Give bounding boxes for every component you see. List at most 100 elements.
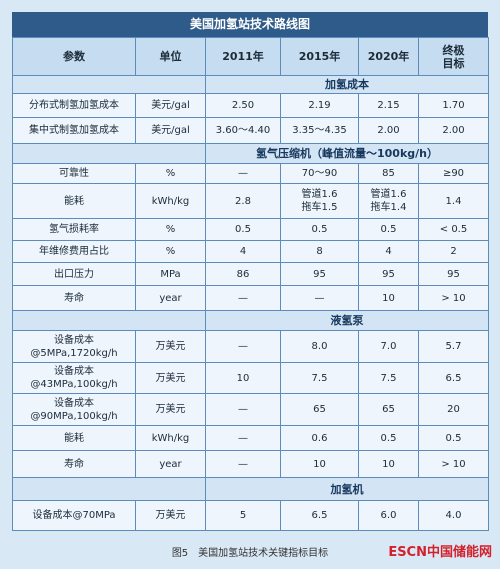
data-row: 可靠性% —70～90 85 ≥90 [12, 163, 489, 184]
section-row: 加氢成本 [12, 75, 489, 94]
cell: 65 [280, 393, 359, 426]
cell: 0.5 [358, 425, 419, 451]
cell: 万美元 [135, 330, 206, 363]
cell: 万美元 [135, 500, 206, 531]
cell: 95 [280, 262, 359, 286]
cell: ≥90 [418, 163, 489, 184]
cell: 3.60～4.40 [205, 117, 281, 144]
cell: 美元/gal [135, 93, 206, 118]
cell: 6.0 [358, 500, 419, 531]
cell: % [135, 163, 206, 184]
section-title: 氢气压缩机（峰值流量～100kg/h） [205, 143, 489, 164]
header-cell: 终极 目标 [418, 37, 489, 76]
cell: 美元/gal [135, 117, 206, 144]
cell: 7.0 [358, 330, 419, 363]
cell: 10 [358, 450, 419, 478]
cell: 2 [418, 240, 489, 263]
cell: 5.7 [418, 330, 489, 363]
cell: 寿命 [12, 450, 136, 478]
cell: kWh/kg [135, 183, 206, 219]
section-title: 液氢泵 [205, 310, 489, 331]
data-row: 设备成本 @5MPa,1720kg/h 万美元 —8.0 7.0 5.7 [12, 330, 489, 363]
cell: % [135, 240, 206, 263]
cell: 0.5 [418, 425, 489, 451]
cell: 65 [358, 393, 419, 426]
cell: 70～90 [280, 163, 359, 184]
data-row: 集中式制氢加氢成本 美元/gal 3.60～4.40 3.35～4.35 2.00 2.0… [12, 117, 489, 144]
cell: 2.00 [358, 117, 419, 144]
cell: 万美元 [135, 362, 206, 394]
cell: 4 [205, 240, 281, 263]
header-cell: 2020年 [358, 37, 419, 76]
header-cell: 参数 [12, 37, 136, 76]
cell: 2.19 [280, 93, 359, 118]
cell: > 10 [418, 450, 489, 478]
cell: > 10 [418, 285, 489, 311]
cell: 出口压力 [12, 262, 136, 286]
cell: 2.8 [205, 183, 281, 219]
cell: 85 [358, 163, 419, 184]
cell: 年维修费用占比 [12, 240, 136, 263]
cell: 可靠性 [12, 163, 136, 184]
cell: 7.5 [280, 362, 359, 394]
header-cell: 2011年 [205, 37, 281, 76]
cell: 能耗 [12, 425, 136, 451]
table-wrap: 美国加氢站技术路线图 参数 单位 2011年 2015年 2020年 终极 目标 加氢成本分… [12, 12, 489, 531]
cell: 1.70 [418, 93, 489, 118]
cell: < 0.5 [418, 218, 489, 241]
cell: 0.5 [205, 218, 281, 241]
data-row: 设备成本@70MPa 万美元 5 6.5 6.0 4.0 [12, 500, 489, 531]
logo-text: 中国储能网 [426, 545, 492, 560]
cell: 10 [205, 362, 281, 394]
cell: 设备成本 @90MPa,100kg/h [12, 393, 136, 426]
cell: 6.5 [280, 500, 359, 531]
data-row: 氢气损耗率% 0.5 0.5 0.5 < 0.5 [12, 218, 489, 241]
data-row: 分布式制氢加氢成本 美元/gal 2.50 2.19 2.15 1.70 [12, 93, 489, 118]
cell: 寿命 [12, 285, 136, 311]
cell: % [135, 218, 206, 241]
cell: 10 [358, 285, 419, 311]
section-row: 液氢泵 [12, 310, 489, 331]
header-row: 参数 单位 2011年 2015年 2020年 终极 目标 [12, 37, 489, 76]
cell: 8.0 [280, 330, 359, 363]
section-blank [12, 477, 206, 501]
data-row: 年维修费用占比% 4 8 4 2 [12, 240, 489, 263]
cell: 设备成本@70MPa [12, 500, 136, 531]
cell: 0.5 [280, 218, 359, 241]
cell: 2.50 [205, 93, 281, 118]
cell: 管道1.6 拖车1.4 [358, 183, 419, 219]
header-cell: 2015年 [280, 37, 359, 76]
cell: 2.15 [358, 93, 419, 118]
cell: 0.6 [280, 425, 359, 451]
data-row: 寿命 year — —10 > 10 [12, 285, 489, 311]
data-row: 设备成本 @43MPa,100kg/h 万美元 10 7.5 7.5 6.5 [12, 362, 489, 394]
cell: 集中式制氢加氢成本 [12, 117, 136, 144]
section-blank [12, 310, 206, 331]
cell: — [205, 393, 281, 426]
data-row: 设备成本 @90MPa,100kg/h 万美元 —65 65 20 [12, 393, 489, 426]
cell: 7.5 [358, 362, 419, 394]
cell: — [205, 425, 281, 451]
section-title: 加氢成本 [205, 75, 489, 94]
cell: 8 [280, 240, 359, 263]
cell: year [135, 285, 206, 311]
cell: 5 [205, 500, 281, 531]
table-title: 美国加氢站技术路线图 [12, 12, 488, 37]
cell: — [205, 163, 281, 184]
cell: 万美元 [135, 393, 206, 426]
cell: 设备成本 @5MPa,1720kg/h [12, 330, 136, 363]
cell: 6.5 [418, 362, 489, 394]
cell: 能耗 [12, 183, 136, 219]
cell: 分布式制氢加氢成本 [12, 93, 136, 118]
data-row: 能耗 kWh/kg —0.6 0.5 0.5 [12, 425, 489, 451]
cell: 氢气损耗率 [12, 218, 136, 241]
section-blank [12, 143, 206, 164]
cell: 4.0 [418, 500, 489, 531]
cell: 2.00 [418, 117, 489, 144]
section-row: 氢气压缩机（峰值流量～100kg/h） [12, 143, 489, 164]
table: 参数 单位 2011年 2015年 2020年 终极 目标 加氢成本 分布式制氢加氢成本 美元/… [12, 37, 489, 531]
data-row: 出口压力 MPa 86 95 95 95 [12, 262, 489, 286]
section-row: 加氢机 [12, 477, 489, 501]
cell: 20 [418, 393, 489, 426]
